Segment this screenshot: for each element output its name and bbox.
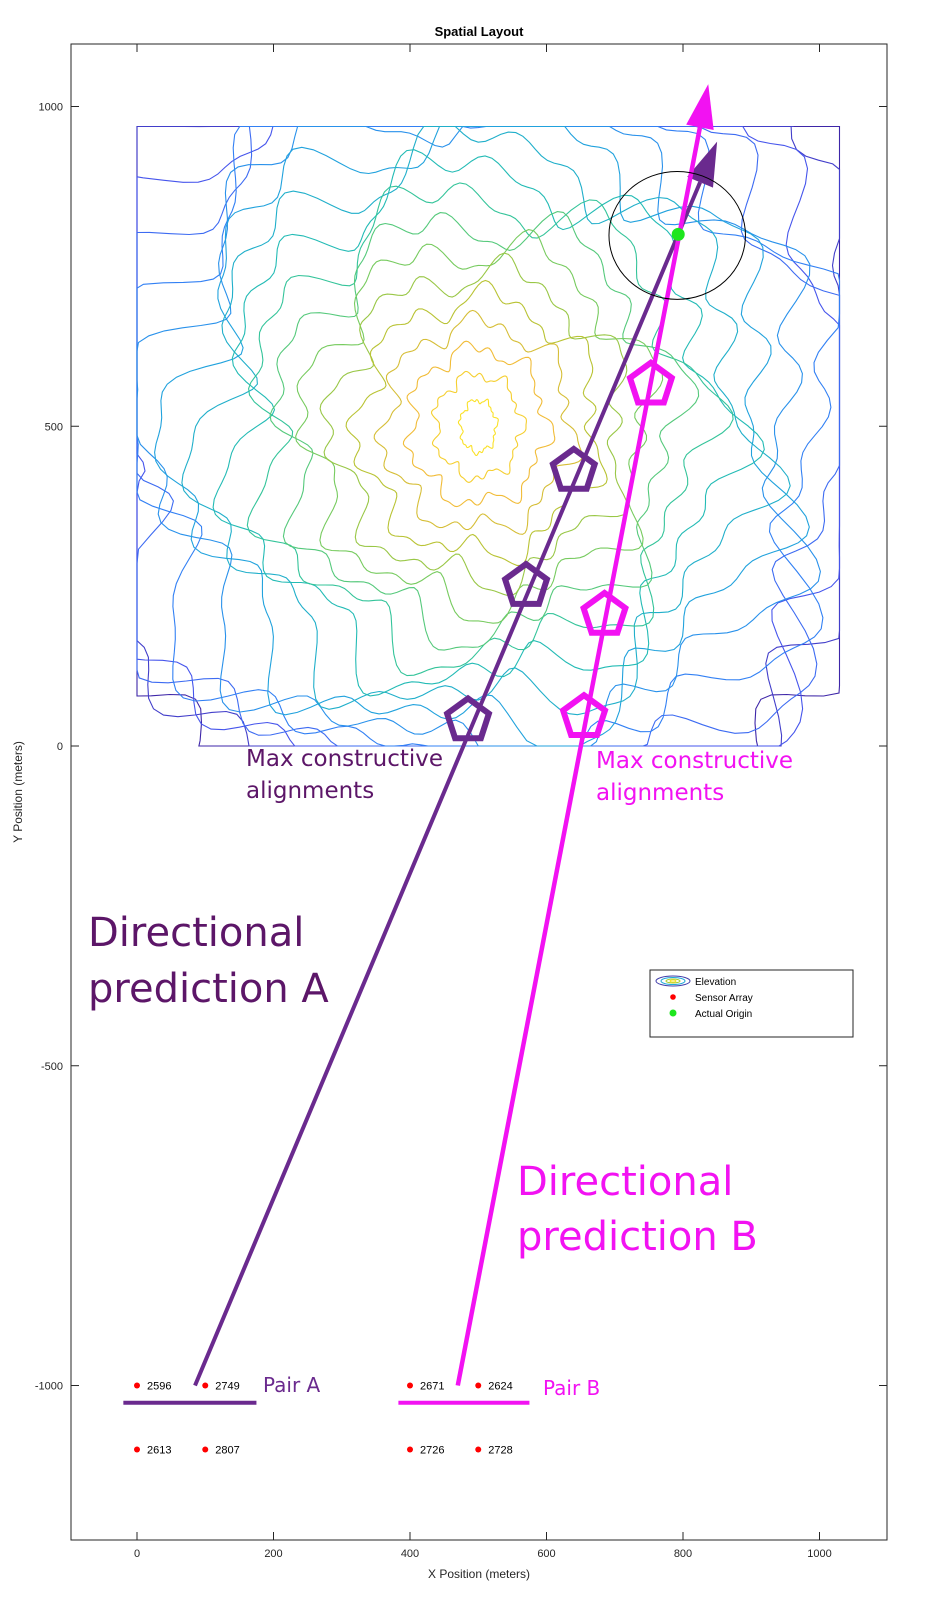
- y-tick-label: 1000: [39, 102, 63, 114]
- prediction-b-line: [455, 126, 703, 1386]
- sensor-label: 2749: [215, 1381, 239, 1393]
- contour-line: [345, 279, 608, 566]
- sensor-marker: [407, 1382, 413, 1389]
- contour-line: [457, 398, 499, 457]
- axes-box: [70, 43, 888, 1541]
- prediction-b-line1: Directional: [517, 1159, 733, 1205]
- sensor-label: 2728: [488, 1444, 512, 1456]
- x-tick-label: 800: [674, 1548, 692, 1560]
- sensor-label: 2596: [147, 1381, 171, 1393]
- chart-title: Spatial Layout: [435, 24, 525, 39]
- x-tick-label: 400: [401, 1548, 419, 1560]
- contour-line: [430, 370, 527, 483]
- sensor-label: 2807: [215, 1444, 239, 1456]
- x-tick-label: 600: [537, 1548, 555, 1560]
- sensor-marker: [202, 1446, 209, 1453]
- sensor-legend-marker: [670, 994, 676, 1000]
- sensor-marker: [475, 1382, 482, 1389]
- contour-line: [295, 229, 664, 624]
- prediction-a-line1: Directional: [88, 910, 304, 956]
- contour-line: [269, 211, 700, 651]
- contour-line: [373, 309, 583, 535]
- pentagon-a: [549, 445, 599, 492]
- legend-elevation: Elevation: [695, 977, 736, 988]
- x-tick-label: 200: [264, 1548, 282, 1560]
- y-tick-label: 500: [45, 421, 63, 433]
- sensor-label: 2624: [488, 1381, 512, 1393]
- y-tick-label: -500: [41, 1061, 63, 1073]
- pentagon-b: [559, 691, 609, 738]
- contour-line: [181, 125, 791, 716]
- contour-line: [319, 252, 629, 597]
- legend: Elevation Sensor Array Actual Origin: [649, 969, 854, 1038]
- pentagon-a: [443, 694, 493, 742]
- x-tick-label: 1000: [807, 1548, 831, 1560]
- origin-circle: [608, 170, 746, 300]
- sensor-label: 2613: [147, 1444, 171, 1456]
- prediction-b-arrowhead: [686, 84, 714, 130]
- pentagon-b: [580, 589, 629, 636]
- sensor-label: 2671: [420, 1381, 444, 1393]
- x-axis-label: X Position (meters): [428, 1567, 530, 1581]
- contour-line: [402, 340, 556, 508]
- sensor-marker: [134, 1382, 140, 1389]
- prediction-b-line2: prediction B: [517, 1214, 758, 1260]
- pentagon-b: [626, 358, 676, 406]
- elevation-contours: [136, 125, 841, 747]
- pair-b-label: Pair B: [543, 1376, 600, 1400]
- legend-sensor-array: Sensor Array: [695, 993, 753, 1004]
- prediction-a-line2: prediction A: [88, 966, 329, 1012]
- elevation-legend-icon: [655, 975, 691, 987]
- legend-actual-origin: Actual Origin: [695, 1009, 752, 1020]
- pentagon-a: [501, 560, 551, 607]
- x-tick-label: 0: [134, 1548, 140, 1560]
- sensor-marker: [134, 1446, 140, 1453]
- max-alignments-a-line2: alignments: [246, 778, 374, 804]
- sensor-marker: [475, 1446, 482, 1453]
- max-alignments-a-line1: Max constructive: [246, 746, 443, 772]
- y-tick-label: 0: [57, 741, 63, 753]
- y-axis-label: Y Position (meters): [11, 741, 25, 843]
- sensor-marker: [202, 1382, 209, 1389]
- sensor-marker: [407, 1446, 413, 1453]
- legend-box: [649, 969, 854, 1038]
- contour-line: [154, 125, 810, 747]
- prediction-a-arrowhead: [687, 141, 718, 188]
- origin-legend-marker: [669, 1009, 677, 1017]
- max-alignments-b-line1: Max constructive: [596, 748, 793, 774]
- contour-line: [212, 149, 765, 697]
- max-alignments-b-line2: alignments: [596, 780, 724, 806]
- pair-a-label: Pair A: [263, 1373, 321, 1397]
- actual-origin-marker: [671, 227, 685, 241]
- sensor-label: 2726: [420, 1444, 444, 1456]
- y-tick-label: -1000: [35, 1381, 63, 1393]
- prediction-a-line: [193, 181, 702, 1387]
